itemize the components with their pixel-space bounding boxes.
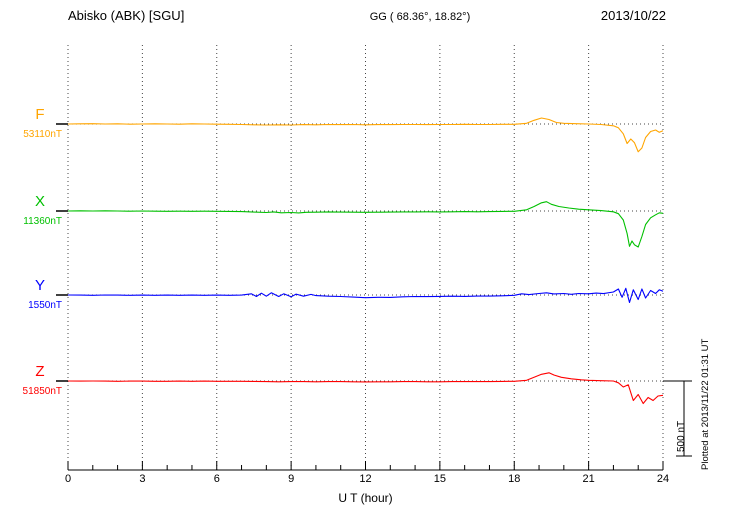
trace-X xyxy=(67,201,664,248)
x-tick-label-0: 0 xyxy=(64,473,72,485)
trace-F xyxy=(67,117,664,153)
x-tick-label-24: 24 xyxy=(656,473,670,485)
geographic-coordinates-label: GG ( 68.36°, 18.82°) xyxy=(369,11,471,23)
channel-X-label: X xyxy=(34,193,45,210)
x-tick-label-15: 15 xyxy=(433,473,446,485)
channel-Y-baseline-value: 1550nT xyxy=(28,300,62,311)
channel-X-baseline-value: 11360nT xyxy=(23,216,62,227)
channel-F-baseline-value: 53110nT xyxy=(23,129,62,140)
x-tick-label-3: 3 xyxy=(139,473,146,485)
x-tick-label-9: 9 xyxy=(288,473,295,485)
channel-Z-label: Z xyxy=(35,363,45,380)
trace-Z xyxy=(67,372,664,405)
date-label: 2013/10/22 xyxy=(600,8,666,23)
channel-Z-baseline-value: 51850nT xyxy=(22,386,62,397)
scale-bar-label: 500 nT xyxy=(676,420,687,452)
channel-Y-label: Y xyxy=(34,277,45,294)
station-title: Abisko (ABK) [SGU] xyxy=(68,8,185,23)
x-tick-label-18: 18 xyxy=(508,473,521,485)
trace-Y xyxy=(67,287,664,304)
x-axis-title: U T (hour) xyxy=(338,491,393,505)
x-tick-label-12: 12 xyxy=(359,473,372,485)
x-tick-label-21: 21 xyxy=(582,473,595,485)
x-tick-label-6: 6 xyxy=(213,473,220,485)
channel-F-label: F xyxy=(35,106,45,123)
plotted-timestamp-note: Plotted at 2013/11/22 01:31 UT xyxy=(700,338,711,470)
